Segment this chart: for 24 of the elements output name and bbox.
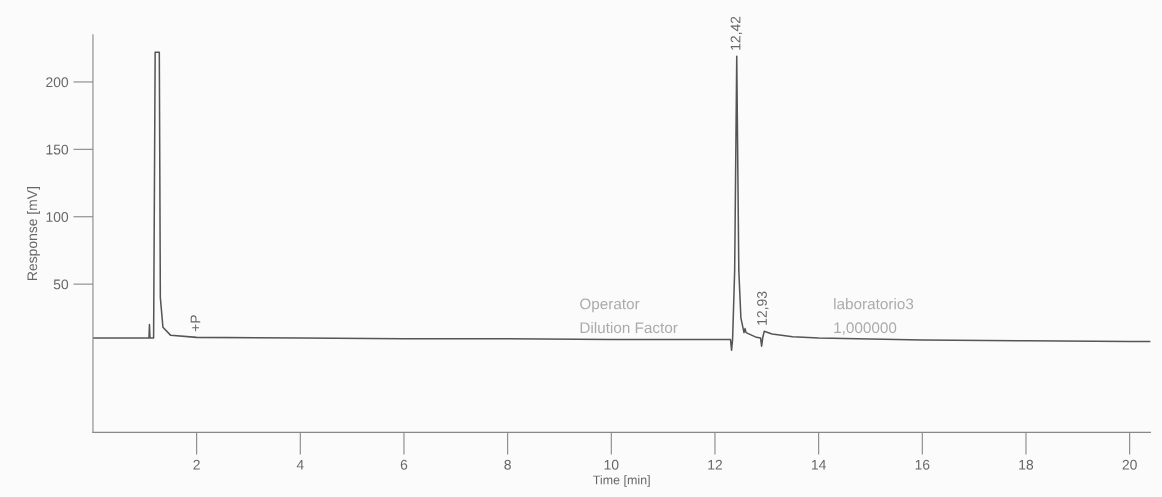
x-axis-title: Time [min] (593, 475, 650, 487)
x-tick-label: 12 (708, 459, 722, 470)
annotation: 1,000000 (834, 322, 897, 335)
x-tick-label: 2 (193, 459, 200, 470)
y-tick-label: 200 (46, 77, 69, 88)
y-tick-label: 150 (46, 144, 69, 155)
x-tick-label: 6 (400, 459, 408, 470)
y-axis-title: Response [mV] (26, 187, 40, 280)
x-tick-label: 8 (504, 459, 511, 470)
annotation: 12,42 (730, 16, 743, 50)
annotation: Operator (580, 298, 640, 313)
line-series (92, 51, 1151, 351)
x-tick-label: 14 (811, 459, 826, 470)
annotation: 12,93 (757, 291, 769, 325)
x-tick-label: 4 (296, 459, 304, 470)
x-tick-label: 16 (915, 459, 930, 470)
annotation: Dilution Factor (580, 321, 678, 334)
annotation: +P (190, 315, 201, 332)
x-tick-label: 20 (1122, 459, 1137, 470)
y-tick-label: 100 (46, 212, 69, 222)
y-tick-label: 50 (53, 279, 69, 290)
x-tick-label: 18 (1019, 459, 1034, 470)
annotation: laboratorio3 (834, 298, 914, 310)
x-tick-label: 10 (604, 459, 619, 470)
